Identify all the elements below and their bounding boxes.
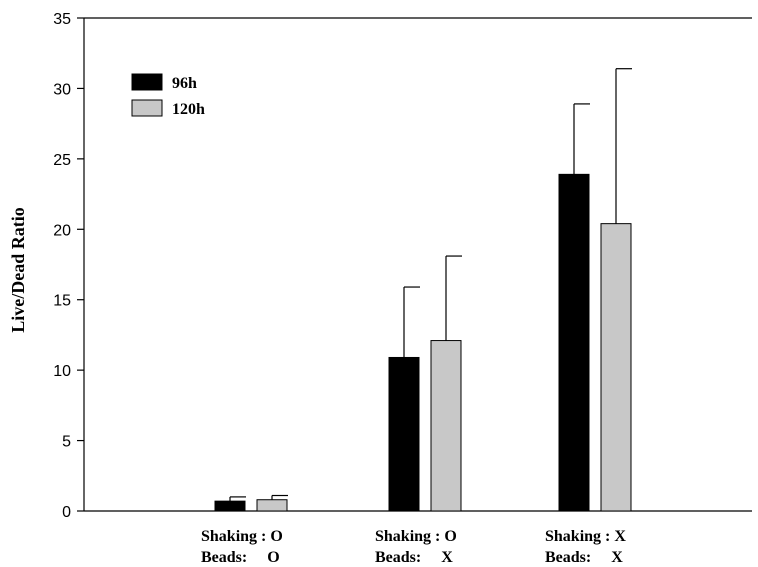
x-category-labels: Shaking : O Beads: O Shaking : O Beads: X Sh… xyxy=(201,528,626,566)
x-category-label-line2: Beads: X xyxy=(375,549,453,566)
x-category-label-line1: Shaking : O xyxy=(375,528,457,545)
bars xyxy=(214,173,632,512)
y-tick-label: 5 xyxy=(62,434,71,451)
bar-120h-2 xyxy=(430,340,462,512)
x-category-label-line2: Beads: X xyxy=(545,549,623,566)
y-tick-label: 35 xyxy=(53,11,71,28)
bar-96h-3 xyxy=(558,173,590,512)
legend-label-96h: 96h xyxy=(172,75,197,92)
legend-swatch-96h xyxy=(131,73,163,91)
legend-swatch-120h xyxy=(131,99,163,117)
legend: 96h 120h xyxy=(131,73,205,118)
error-bars xyxy=(229,68,632,502)
bar-96h-2 xyxy=(388,356,420,512)
x-category-label-line1: Shaking : O xyxy=(201,528,283,545)
y-ticks: 0 5 10 15 20 25 30 35 xyxy=(53,11,84,521)
bar-120h-1 xyxy=(256,499,288,512)
y-tick-label: 0 xyxy=(62,504,71,521)
x-category-label-line2: Beads: O xyxy=(201,549,280,566)
y-tick-label: 20 xyxy=(53,222,71,239)
y-tick-label: 30 xyxy=(53,81,71,98)
y-axis-title: Live/Dead Ratio xyxy=(8,207,28,333)
bar-120h-3 xyxy=(600,223,632,512)
y-tick-label: 25 xyxy=(53,152,71,169)
legend-label-120h: 120h xyxy=(172,101,205,118)
y-tick-label: 10 xyxy=(53,363,71,380)
y-tick-label: 15 xyxy=(53,293,71,310)
x-category-label-line1: Shaking : X xyxy=(545,528,626,545)
bar-96h-1 xyxy=(214,500,246,512)
